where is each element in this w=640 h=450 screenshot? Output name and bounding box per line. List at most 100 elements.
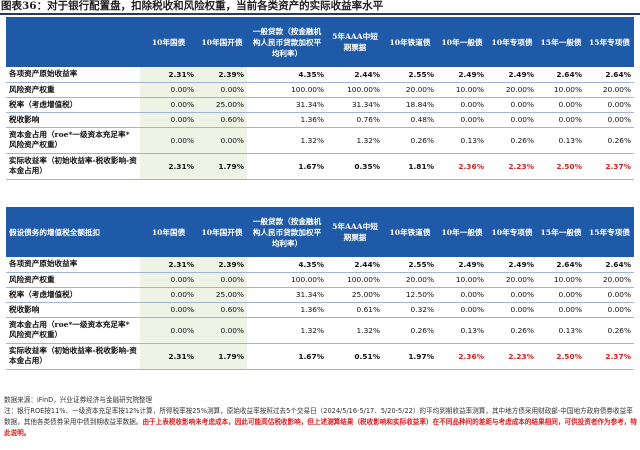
value-cell: 2.39% (197, 67, 247, 83)
value-cell: 0.00% (585, 287, 634, 303)
value-cell: 2.36% (437, 343, 487, 370)
table-row: 税收影响 0.00% 0.60% 1.36% 0.61% 0.32% 0.00% 0.00% 0… (6, 302, 634, 318)
table-row: 税率（考虑增值税） 0.00% 25.00% 31.34% 25.00% 12.50% 0.… (6, 287, 634, 303)
table-row: 风险资产权重 0.00% 0.00% 100.00% 100.00% 20.00% 10.0… (6, 82, 634, 98)
value-cell: 100.00% (327, 82, 383, 98)
value-cell: 10.00% (537, 82, 585, 98)
value-cell: 0.60% (197, 112, 247, 128)
value-cell: 2.50% (537, 153, 585, 180)
value-cell: 0.76% (327, 112, 383, 128)
value-cell: 0.00% (140, 97, 197, 113)
header-col: 10年铁道债 (383, 207, 437, 257)
value-cell: 4.35% (247, 67, 327, 83)
value-cell: 0.00% (437, 287, 487, 303)
header-col: 15年一般债 (537, 207, 585, 257)
value-cell: 2.49% (437, 67, 487, 83)
value-cell: 0.13% (537, 317, 585, 344)
header-col: 10年一般债 (437, 207, 487, 257)
value-cell: 2.50% (537, 343, 585, 370)
value-cell: 2.44% (327, 67, 383, 83)
header-col: 15年专项债 (585, 17, 634, 67)
value-cell: 0.00% (140, 302, 197, 318)
yield-table-1: 10年国债 10年国开债 一般贷款（按金融机构人民币贷款加权平均利率） 5年AA… (6, 17, 634, 180)
value-cell: 0.26% (585, 127, 634, 154)
value-cell: 1.67% (247, 153, 327, 180)
value-cell: 20.00% (585, 82, 634, 98)
table-row: 实际收益率（初始收益率-税收影响-资本金占用） 2.31% 1.79% 1.67% 0.… (6, 153, 634, 180)
row-label: 实际收益率（初始收益率-税收影响-资本金占用） (6, 153, 140, 180)
table-row: 各项资产原始收益率 2.31% 2.39% 4.35% 2.44% 2.55% 2.49% 2… (6, 257, 634, 273)
value-cell: 1.32% (327, 317, 383, 344)
row-label: 风险资产权重 (6, 82, 140, 98)
value-cell: 2.23% (487, 153, 537, 180)
value-cell: 0.00% (140, 127, 197, 154)
value-cell: 2.37% (585, 153, 634, 180)
value-cell: 31.34% (327, 97, 383, 113)
value-cell: 2.55% (383, 67, 437, 83)
row-label: 税率（考虑增值税） (6, 287, 140, 303)
value-cell: 0.00% (140, 82, 197, 98)
header-col: 5年AAA中短期票据 (327, 17, 383, 67)
value-cell: 1.79% (197, 153, 247, 180)
value-cell: 2.64% (537, 67, 585, 83)
value-cell: 0.00% (140, 317, 197, 344)
value-cell: 0.00% (487, 287, 537, 303)
row-label: 各项资产原始收益率 (6, 67, 140, 83)
note-warning: 由于上表税收影响未考虑成本，因此可能高估税收影响，但上述测算结果（税收影响和实际… (4, 418, 637, 437)
header-col: 10年专项债 (487, 17, 537, 67)
value-cell: 31.34% (247, 97, 327, 113)
value-cell: 1.32% (327, 127, 383, 154)
row-label: 风险资产权重 (6, 272, 140, 288)
value-cell: 2.23% (487, 343, 537, 370)
value-cell: 25.00% (197, 287, 247, 303)
value-cell: 0.13% (437, 127, 487, 154)
value-cell: 2.44% (327, 257, 383, 273)
value-cell: 0.00% (140, 112, 197, 128)
value-cell: 1.32% (247, 317, 327, 344)
value-cell: 12.50% (383, 287, 437, 303)
value-cell: 0.00% (537, 97, 585, 113)
header-col: 15年一般债 (537, 17, 585, 67)
value-cell: 1.36% (247, 112, 327, 128)
value-cell: 0.00% (585, 302, 634, 318)
table-row: 各项资产原始收益率 2.31% 2.39% 4.35% 2.44% 2.55% 2.49% 2… (6, 67, 634, 83)
value-cell: 2.55% (383, 257, 437, 273)
value-cell: 2.31% (140, 257, 197, 273)
header-corner (6, 17, 140, 67)
value-cell: 20.00% (585, 272, 634, 288)
value-cell: 0.13% (537, 127, 585, 154)
value-cell: 2.31% (140, 67, 197, 83)
value-cell: 2.37% (585, 343, 634, 370)
figure-title: 图表36：对于银行配置盘，扣除税收和风险权重，当前各类资产的实际收益率水平 (1, 0, 384, 12)
value-cell: 0.00% (437, 112, 487, 128)
value-cell: 0.00% (487, 302, 537, 318)
header-col: 5年AAA中短期票据 (327, 207, 383, 257)
value-cell: 0.00% (140, 272, 197, 288)
title-divider (0, 13, 640, 15)
header-col: 10年专项债 (487, 207, 537, 257)
source-line: 数据来源：iFinD，兴业证券经济与金融研究院整理 (4, 396, 153, 404)
row-label: 资本金占用（roe*一级资本充足率*风险资产权重） (6, 127, 140, 154)
value-cell: 0.00% (537, 112, 585, 128)
value-cell: 2.49% (437, 257, 487, 273)
table-row: 资本金占用（roe*一级资本充足率*风险资产权重） 0.00% 0.00% 1.32%… (6, 127, 634, 154)
value-cell: 0.35% (327, 153, 383, 180)
value-cell: 1.36% (247, 302, 327, 318)
value-cell: 0.48% (383, 112, 437, 128)
value-cell: 2.64% (537, 257, 585, 273)
value-cell: 100.00% (247, 82, 327, 98)
value-cell: 0.00% (140, 287, 197, 303)
value-cell: 0.00% (197, 317, 247, 344)
header-col: 10年国债 (140, 17, 197, 67)
value-cell: 0.00% (537, 287, 585, 303)
value-cell: 10.00% (437, 82, 487, 98)
value-cell: 0.00% (197, 127, 247, 154)
value-cell: 1.97% (383, 343, 437, 370)
row-label: 各项资产原始收益率 (6, 257, 140, 273)
yield-table-2: 假设债务的增值税全额抵扣 10年国债 10年国开债 一般贷款（按金融机构人民币贷… (6, 207, 634, 370)
table-row: 税收影响 0.00% 0.60% 1.36% 0.76% 0.48% 0.00% 0.00% 0… (6, 112, 634, 128)
header-col: 10年国债 (140, 207, 197, 257)
header-col: 10年一般债 (437, 17, 487, 67)
value-cell: 100.00% (327, 272, 383, 288)
value-cell: 31.34% (247, 287, 327, 303)
